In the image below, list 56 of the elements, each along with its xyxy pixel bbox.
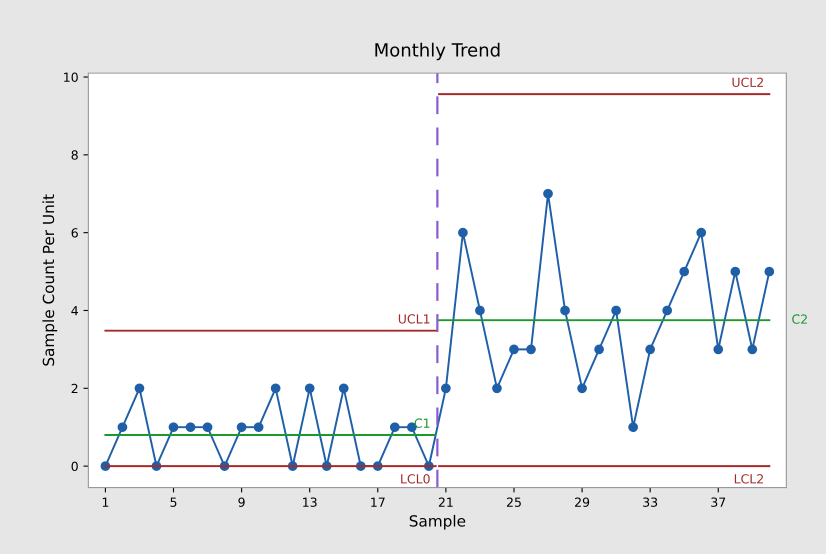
point — [458, 228, 468, 238]
point — [338, 383, 349, 394]
series-label: LCL0 — [401, 474, 430, 484]
point — [764, 266, 774, 276]
chart-title: Monthly Trend — [375, 42, 500, 60]
x-tick-label: 21 — [438, 497, 453, 507]
point — [475, 306, 485, 316]
point — [645, 344, 656, 354]
y-tick-label: 6 — [72, 228, 78, 238]
x-tick-label: 25 — [506, 497, 521, 507]
x-tick-label: 13 — [303, 497, 317, 507]
point — [270, 383, 281, 394]
point — [390, 422, 400, 432]
point — [577, 383, 587, 394]
point — [543, 188, 553, 199]
point — [611, 306, 621, 316]
point — [202, 422, 212, 432]
point — [730, 266, 740, 276]
point — [713, 344, 724, 354]
point — [594, 344, 604, 354]
point — [662, 306, 672, 316]
point — [134, 383, 144, 394]
point — [186, 422, 196, 432]
point — [441, 383, 451, 394]
x-tick-label: 29 — [575, 497, 590, 507]
x-tick-label: 1 — [102, 498, 108, 507]
series-label: C̄2 — [792, 314, 807, 324]
point — [560, 306, 570, 316]
point — [509, 344, 519, 354]
point — [168, 422, 178, 432]
x-tick-label: 37 — [711, 497, 726, 507]
point — [254, 422, 264, 432]
y-tick-label: 0 — [72, 462, 78, 472]
point — [526, 344, 536, 354]
point — [118, 422, 128, 432]
point — [304, 383, 315, 394]
y-axis-title: Sample Count Per Unit — [42, 194, 58, 366]
series-label: LCL2 — [734, 474, 763, 484]
point — [236, 422, 246, 432]
x-tick-label: 9 — [238, 497, 245, 507]
x-tick-label: 17 — [371, 498, 385, 507]
x-axis-title: Sample — [410, 514, 466, 530]
y-tick-label: 4 — [71, 306, 78, 316]
y-tick-label: 8 — [72, 150, 78, 160]
series-label: UCL1 — [398, 314, 430, 324]
point — [628, 422, 638, 432]
y-tick-label: 10 — [64, 72, 78, 82]
series-label: C̄1 — [414, 418, 430, 428]
x-tick-label: 33 — [643, 497, 658, 507]
series-label: UCL2 — [732, 78, 763, 88]
point — [679, 266, 690, 276]
x-tick-label: 5 — [170, 498, 176, 507]
point — [492, 383, 502, 394]
y-tick-label: 2 — [72, 384, 78, 394]
point — [696, 228, 706, 238]
point — [747, 344, 758, 354]
